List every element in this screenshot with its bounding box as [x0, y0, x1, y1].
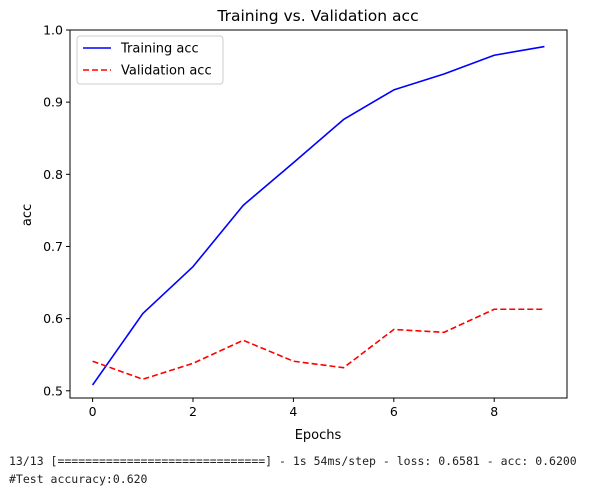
console-log-line: 13/13 [==============================] -…	[9, 454, 577, 468]
x-tick-label: 6	[390, 404, 398, 419]
y-tick-label: 0.7	[43, 239, 63, 254]
y-tick-label: 0.5	[43, 383, 63, 398]
x-tick-label: 4	[289, 404, 297, 419]
validation-acc-line	[92, 308, 545, 381]
y-tick-label: 0.8	[43, 167, 63, 182]
legend-box	[76, 35, 224, 85]
y-axis-label: acc	[20, 204, 35, 226]
y-tick-label: 0.9	[43, 95, 63, 110]
training-acc-line	[91, 45, 545, 386]
y-tick-label: 0.6	[43, 311, 63, 326]
x-axis-label: Epochs	[295, 428, 342, 443]
x-tick-label: 0	[89, 404, 97, 419]
test-accuracy-line: #Test accuracy:0.620	[9, 472, 148, 486]
chart-title: Training vs. Validation acc	[216, 7, 418, 25]
chart-svg: 0 2 4 6 8 0.5 0.6 0.7 0.8 0.9 1.0 Training acc Vali…	[20, 7, 568, 443]
x-tick-label: 2	[189, 404, 197, 419]
x-tick-label: 8	[490, 404, 498, 419]
legend-label: Training acc	[120, 42, 199, 57]
y-tick-label: 1.0	[43, 23, 63, 38]
plot-frame	[69, 29, 568, 399]
legend-label: Validation acc	[121, 64, 212, 79]
accuracy-chart: 0 2 4 6 8 0.5 0.6 0.7 0.8 0.9 1.0 Training acc Vali…	[20, 7, 568, 443]
